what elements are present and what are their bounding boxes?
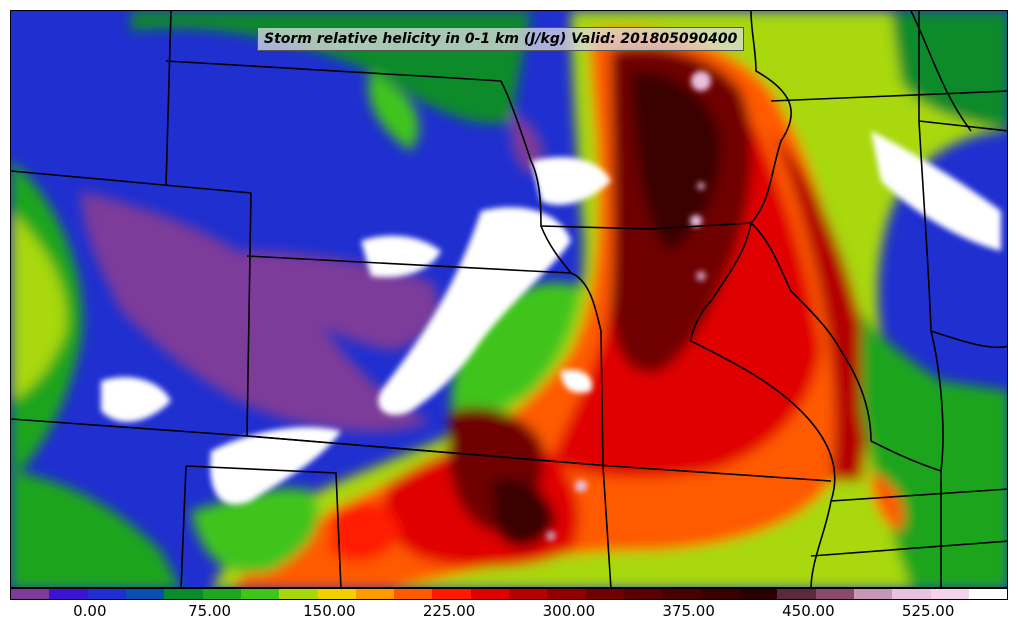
colorbar-swatch [470,589,510,599]
colorbar-tick-label: 300.00 [542,602,596,620]
colorbar-swatch [125,589,165,599]
colorbar-swatch [240,589,280,599]
colorbar-swatch [11,589,50,599]
colorbar [10,588,1008,600]
colorbar-swatch [892,589,931,599]
colorbar-swatch [585,589,624,599]
colorbar-swatch [968,589,1008,599]
colorbar-tick-label: 450.00 [782,602,835,620]
colorbar-swatch [853,589,893,599]
helicity-field [11,11,1007,587]
colorbar-tick-label: 0.00 [73,602,107,620]
colorbar-tick-label: 375.00 [662,602,715,620]
colorbar-swatch [49,589,88,599]
colorbar-swatch [432,589,471,599]
colorbar-swatch [777,589,816,599]
colorbar-swatch [87,589,126,599]
map-panel: Storm relative helicity in 0-1 km (J/kg)… [10,10,1008,588]
colorbar-swatch [662,589,701,599]
helicity-contours-broad [11,11,1007,587]
colorbar-tick-label: 75.00 [188,602,232,620]
colorbar-swatch [930,589,969,599]
map-title-box: Storm relative helicity in 0-1 km (J/kg)… [257,27,745,51]
colorbar-swatch [509,589,548,599]
helicity-contours-detail [101,71,1001,541]
colorbar-swatch [394,589,433,599]
colorbar-swatch [738,589,778,599]
colorbar-swatch [700,589,739,599]
colorbar-swatch [355,589,395,599]
colorbar-swatch [624,589,663,599]
map-title: Storm relative helicity in 0-1 km (J/kg)… [264,31,738,47]
colorbar-swatch [547,589,586,599]
colorbar-swatch [279,589,318,599]
colorbar-swatch [164,589,203,599]
colorbar-tick-label: 150.00 [303,602,356,620]
colorbar-tick-label: 525.00 [901,602,955,620]
colorbar-tick-labels: 0.00 75.00 150.00 225.00 300.00 375.00 450.00 5… [10,602,1008,624]
colorbar-swatch [815,589,854,599]
colorbar-tick-label: 225.00 [422,602,476,620]
state-borders [11,11,1007,587]
colorbar-swatch [202,589,241,599]
colorbar-swatch [317,589,356,599]
